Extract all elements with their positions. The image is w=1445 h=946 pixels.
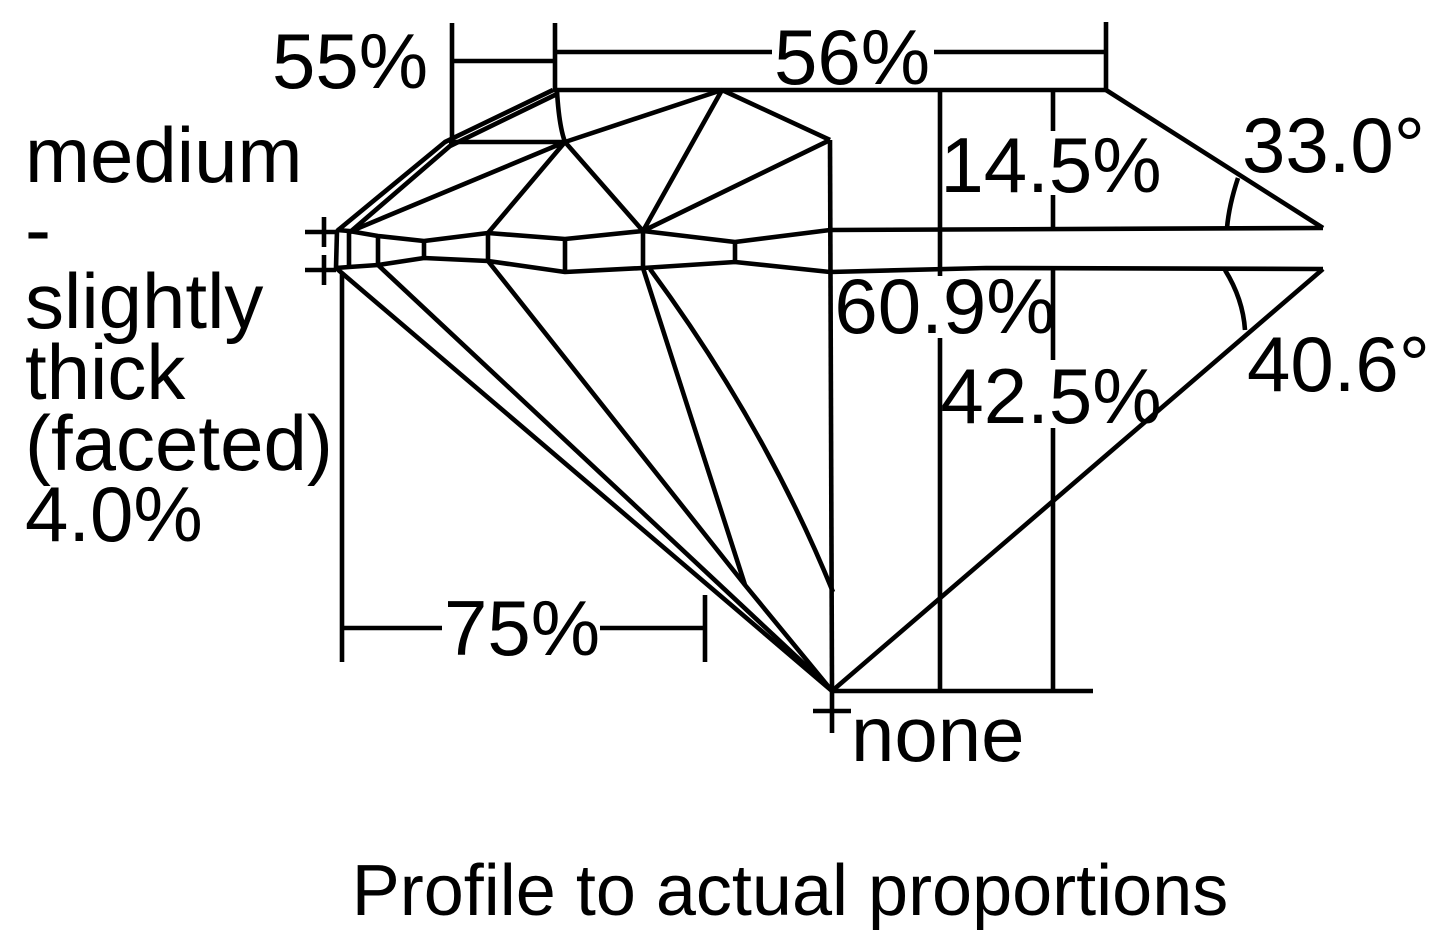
crown-facet-lines-c — [640, 87, 832, 234]
pavilion-left-silhouette-inner — [376, 263, 832, 690]
girdle-line-6: 4.0% — [25, 470, 203, 558]
crown-height-label: 14.5% — [940, 121, 1161, 209]
diagram-caption: Profile to actual proportions — [352, 851, 1228, 931]
crown-facet-edge — [554, 90, 568, 143]
pavilion-angle-label: 40.6° — [1247, 320, 1430, 408]
labels: 55% 56% 14.5% 33.0° 60.9% 42.5% 40.6° 75… — [25, 13, 1430, 931]
girdle-line-1: medium — [25, 111, 302, 199]
pavilion-angle-arc — [1223, 268, 1248, 331]
pavilion-depth-label: 42.5% — [940, 352, 1161, 440]
girdle-left-edge — [333, 229, 340, 269]
girdle-line-2: - — [25, 185, 51, 273]
girdle-line-5: (faceted) — [25, 399, 333, 487]
girdle-line-4: thick — [25, 328, 186, 416]
girdle-description: medium - slightly thick (faceted) 4.0% — [25, 111, 333, 558]
pavilion-left-silhouette-outer — [334, 266, 834, 693]
culet-label: none — [851, 690, 1025, 778]
girdle-tick-top — [305, 217, 336, 247]
girdle-facet-dividers — [346, 231, 738, 272]
girdle-tick-bottom — [305, 255, 336, 285]
crown-right-slope — [1104, 88, 1325, 230]
girdle-line-3: slightly — [25, 257, 263, 345]
girdle-top-line — [336, 225, 1324, 245]
crown-left-silhouette-inner — [347, 91, 559, 235]
center-axis-line — [827, 139, 835, 692]
label-masks — [442, 20, 1154, 658]
star-length-label: 55% — [272, 17, 428, 105]
crown-angle-label: 33.0° — [1242, 101, 1425, 189]
lower-half-label: 75% — [444, 584, 600, 672]
crown-facet-lines-b — [348, 87, 723, 235]
pavilion-facet-line-2 — [640, 267, 748, 586]
culet-cross — [813, 691, 851, 733]
diamond-profile-drawing — [333, 87, 1325, 693]
crown-angle-arc — [1224, 177, 1241, 229]
dimension-lines — [305, 22, 1248, 733]
table-size-label: 56% — [774, 13, 930, 101]
total-depth-label: 60.9% — [834, 262, 1055, 350]
pavilion-facet-curve — [648, 267, 836, 593]
pavilion-right-slope — [830, 267, 1325, 693]
crown-left-silhouette-outer — [335, 87, 554, 233]
